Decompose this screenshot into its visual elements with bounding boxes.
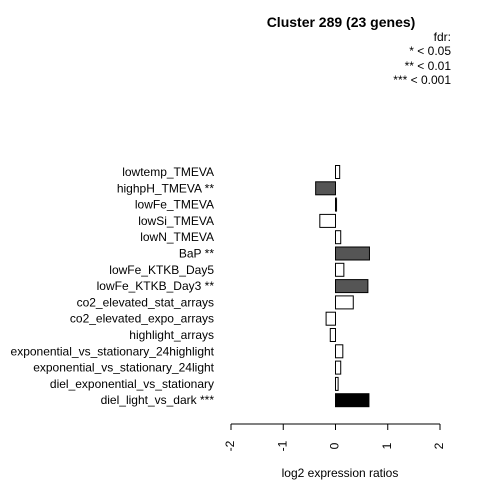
- bar-11: [329, 328, 336, 342]
- bar-5: [335, 230, 342, 245]
- category-labels: lowtemp_TMEVA highpH_TMEVA ** lowFe_TMEVAl…: [11, 165, 215, 407]
- bar-13: [335, 360, 342, 375]
- x-tick-label: -2: [223, 440, 237, 451]
- bars: [315, 165, 370, 408]
- bar-6: [335, 246, 370, 261]
- bar-3: [335, 197, 338, 212]
- category-label: highpH_TMEVA **: [117, 181, 214, 195]
- bar-4: [319, 213, 337, 228]
- category-label: BaP **: [179, 247, 214, 261]
- bar-14: [335, 376, 339, 391]
- category-label: exponential_vs_stationary_24highlight: [11, 344, 215, 358]
- legend-entry-3: *** < 0.001: [393, 73, 451, 87]
- x-tick-label: 2: [432, 442, 446, 449]
- category-label: lowN_TMEVA: [140, 230, 214, 244]
- chart-title: Cluster 289 (23 genes): [267, 14, 416, 30]
- category-label: lowFe_KTKB_Day3 **: [97, 279, 215, 293]
- category-label: lowFe_KTKB_Day5: [109, 263, 214, 277]
- bar-8: [335, 279, 369, 294]
- category-label: co2_elevated_expo_arrays: [70, 312, 214, 326]
- category-label: lowtemp_TMEVA: [122, 165, 214, 179]
- bar-12: [335, 344, 344, 359]
- bar-1: [335, 165, 341, 179]
- legend-title: fdr:: [434, 30, 451, 44]
- x-tick-label: 1: [380, 442, 394, 449]
- x-axis-title: log2 expression ratios: [282, 466, 399, 480]
- category-label: highlight_arrays: [129, 328, 214, 342]
- bar-7: [335, 262, 345, 277]
- bar-15: [335, 393, 370, 408]
- category-label: co2_elevated_stat_arrays: [77, 295, 214, 309]
- category-label: exponential_vs_stationary_24light: [33, 361, 214, 375]
- x-tick-label: -1: [275, 440, 289, 451]
- category-label: lowSi_TMEVA: [138, 214, 214, 228]
- x-tick-label: 0: [328, 442, 342, 449]
- bar-2: [315, 181, 336, 196]
- legend-entry-1: * < 0.05: [409, 44, 451, 58]
- legend: fdr: * < 0.05 ** < 0.01 *** < 0.001: [393, 30, 451, 87]
- legend-entry-2: ** < 0.01: [405, 59, 452, 73]
- category-label: diel_light_vs_dark ***: [101, 393, 215, 407]
- bar-9: [335, 295, 354, 310]
- x-axis: -2 -1 0 1 2: [223, 423, 446, 451]
- category-label: lowFe_TMEVA: [135, 198, 214, 212]
- bar-10: [325, 311, 337, 326]
- category-label: diel_exponential_vs_stationary: [50, 377, 214, 391]
